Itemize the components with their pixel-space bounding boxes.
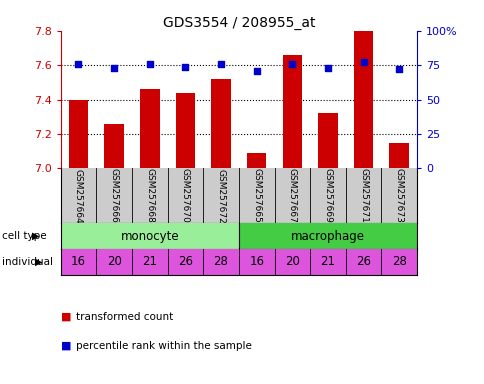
Text: ■: ■: [60, 341, 71, 351]
Text: GSM257670: GSM257670: [181, 169, 190, 223]
Point: [288, 61, 296, 67]
Text: ▶: ▶: [35, 257, 42, 267]
Point: [181, 63, 189, 70]
Text: GSM257665: GSM257665: [252, 169, 261, 223]
Text: transformed count: transformed count: [76, 312, 173, 322]
Text: GSM257669: GSM257669: [323, 169, 332, 223]
Text: individual: individual: [2, 257, 53, 267]
Bar: [246, 153, 266, 168]
Text: GSM257668: GSM257668: [145, 169, 154, 223]
Title: GDS3554 / 208955_at: GDS3554 / 208955_at: [162, 16, 315, 30]
Bar: [282, 55, 302, 168]
Bar: [353, 31, 373, 168]
Point: [252, 68, 260, 74]
Text: 16: 16: [71, 255, 86, 268]
Text: 16: 16: [249, 255, 264, 268]
Text: GSM257671: GSM257671: [358, 169, 367, 223]
Text: GSM257667: GSM257667: [287, 169, 296, 223]
Bar: [318, 113, 337, 168]
Bar: [238, 223, 416, 249]
Text: 21: 21: [320, 255, 335, 268]
Text: 26: 26: [178, 255, 193, 268]
Point: [359, 59, 367, 65]
Text: 26: 26: [355, 255, 370, 268]
Point: [75, 61, 82, 67]
Text: 28: 28: [391, 255, 406, 268]
Bar: [175, 93, 195, 168]
Text: GSM257673: GSM257673: [394, 169, 403, 223]
Bar: [104, 124, 123, 168]
Bar: [211, 79, 230, 168]
Point: [323, 65, 331, 71]
Text: 20: 20: [284, 255, 299, 268]
Text: cell type: cell type: [2, 231, 47, 241]
Bar: [389, 142, 408, 168]
Text: monocyte: monocyte: [120, 230, 179, 243]
Text: percentile rank within the sample: percentile rank within the sample: [76, 341, 252, 351]
Bar: [140, 89, 159, 168]
Text: GSM257666: GSM257666: [109, 169, 119, 223]
Bar: [60, 223, 239, 249]
Text: 21: 21: [142, 255, 157, 268]
Text: 20: 20: [106, 255, 121, 268]
Point: [110, 65, 118, 71]
Text: GSM257664: GSM257664: [74, 169, 83, 223]
Text: macrophage: macrophage: [290, 230, 364, 243]
Text: GSM257672: GSM257672: [216, 169, 225, 223]
Text: ■: ■: [60, 312, 71, 322]
Text: 28: 28: [213, 255, 228, 268]
Point: [394, 66, 402, 72]
Point: [217, 61, 225, 67]
Bar: [69, 99, 88, 168]
Point: [146, 61, 153, 67]
Text: ▶: ▶: [32, 231, 39, 241]
